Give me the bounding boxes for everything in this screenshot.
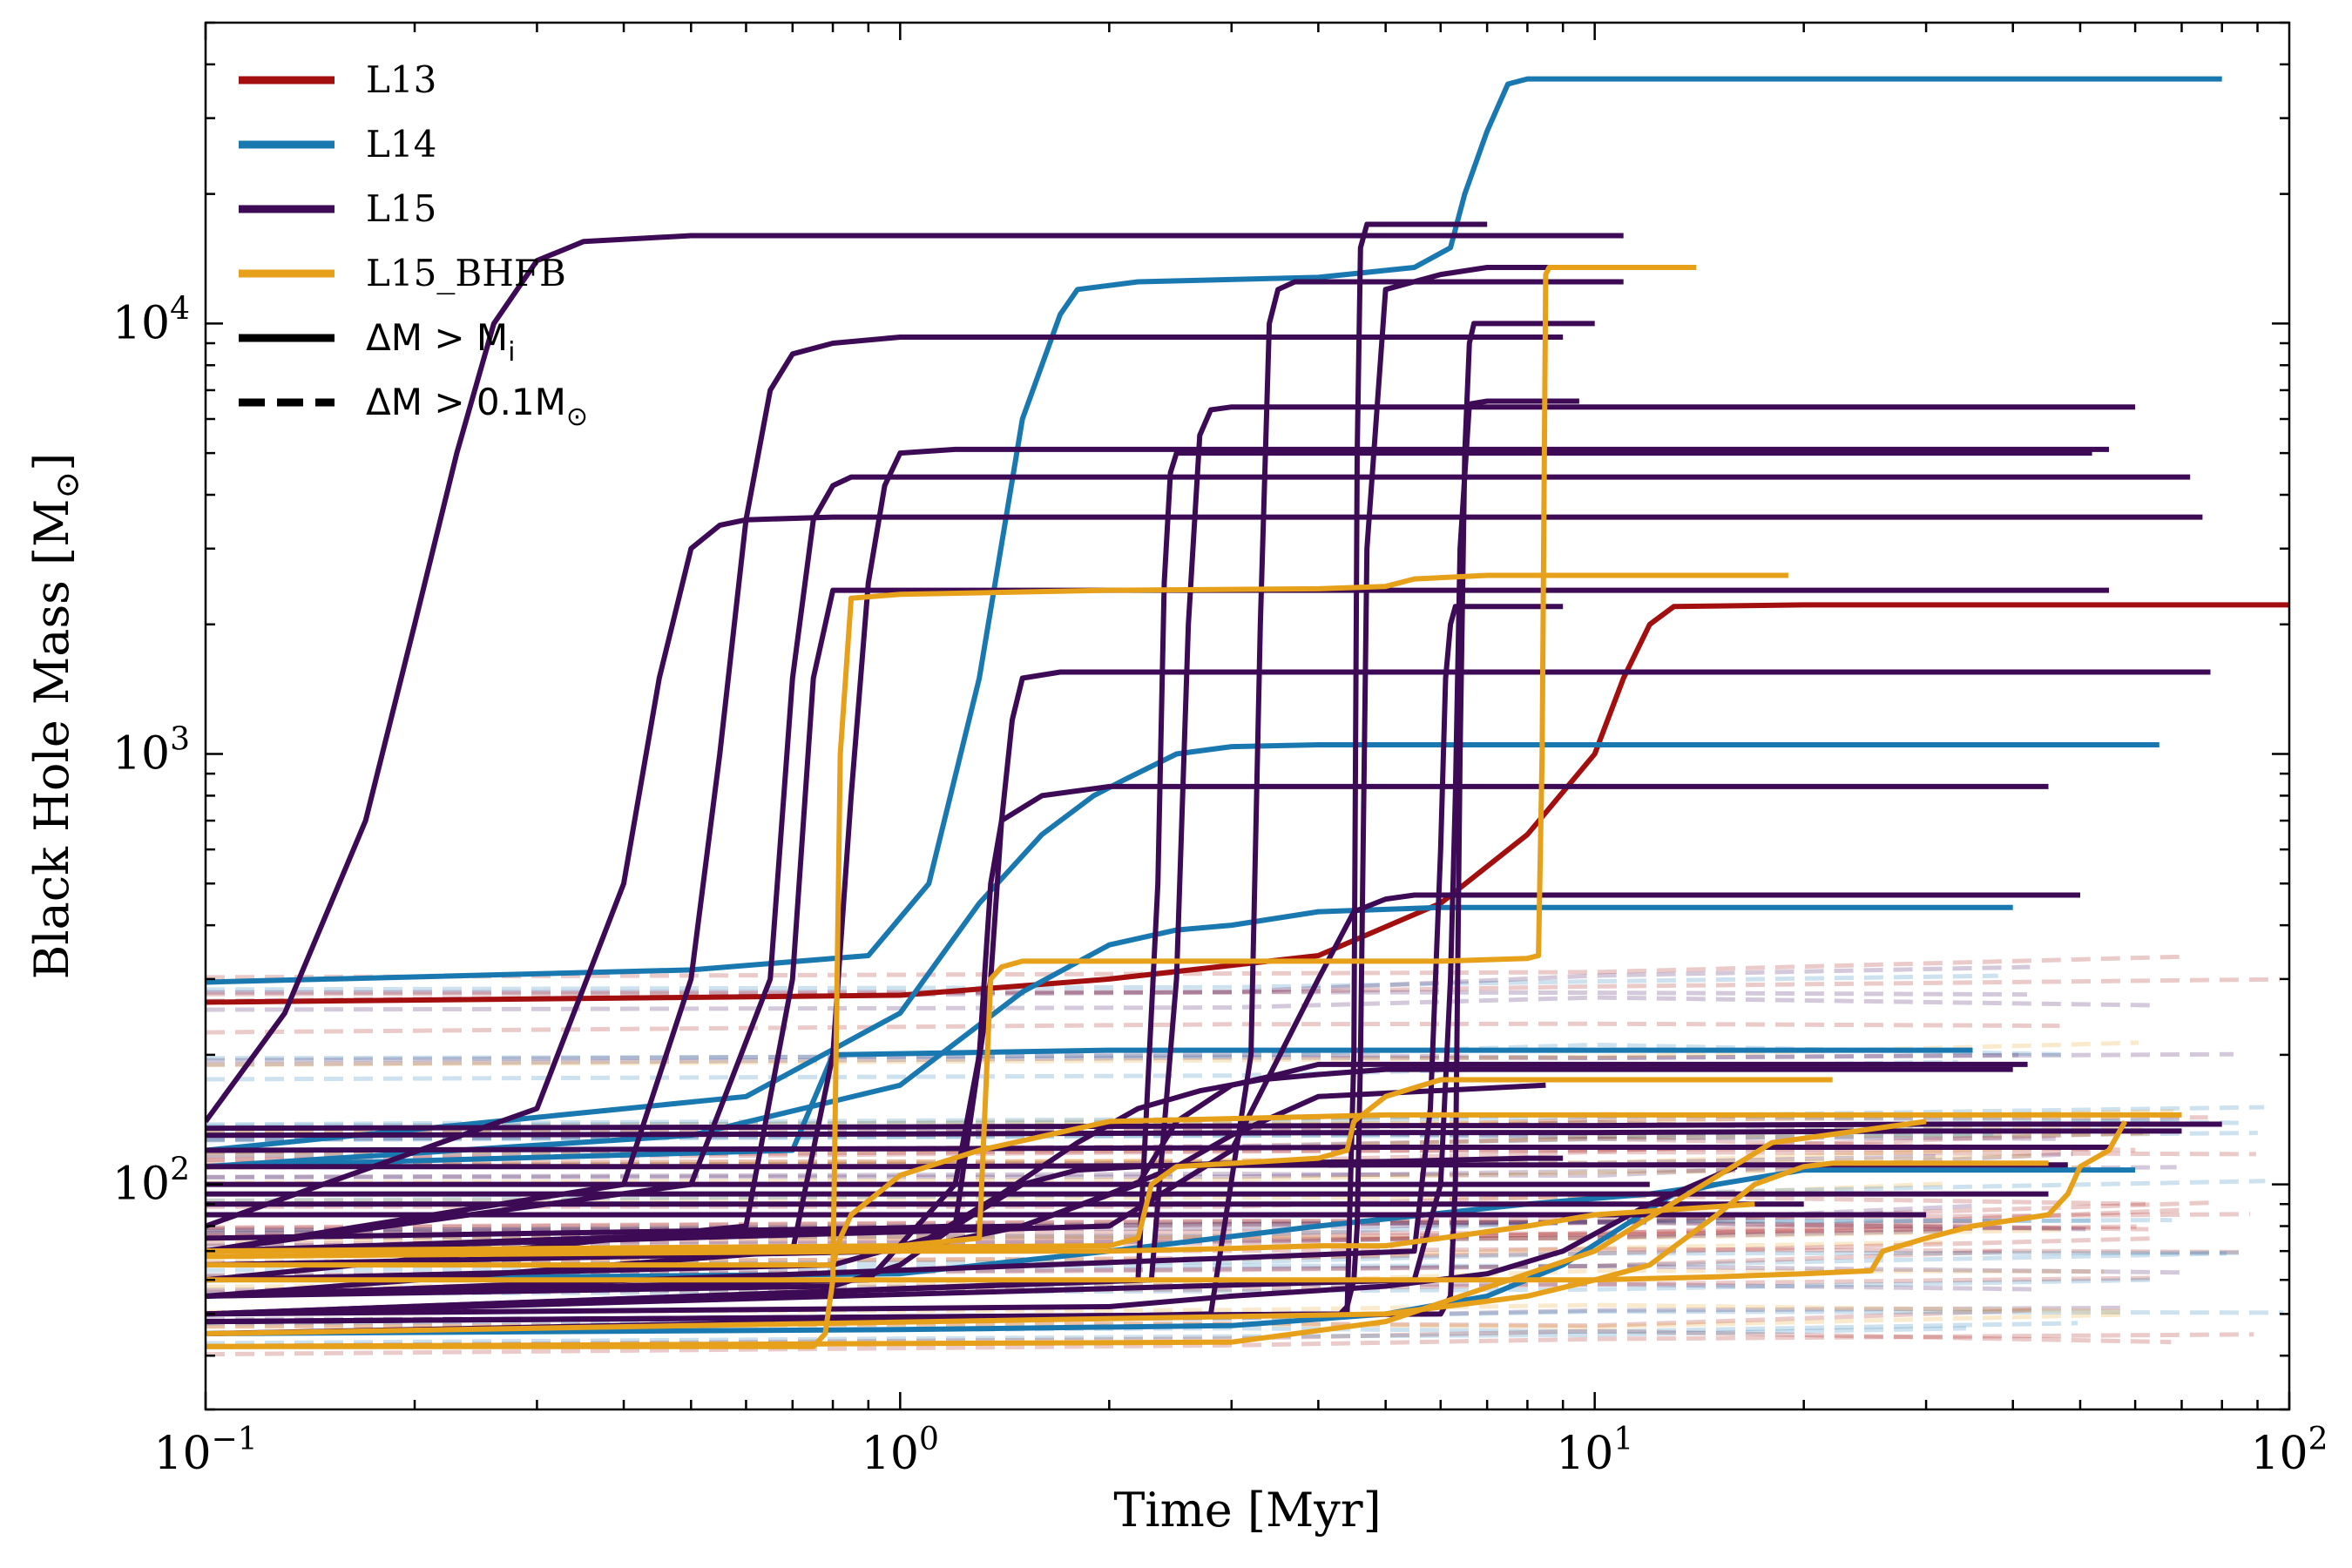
series-line-l15-31 xyxy=(206,1145,2109,1153)
dashed-track-l14 xyxy=(206,1179,2266,1203)
series-line-l15_bhfb-41 xyxy=(206,1201,1755,1260)
dashed-track-l14 xyxy=(206,1112,2247,1127)
x-tick-label: 100 xyxy=(862,1422,939,1480)
series-line-l15-29 xyxy=(206,1121,2222,1132)
series-line-l15_bhfb-38 xyxy=(206,265,1697,1254)
series-line-l15-11 xyxy=(206,446,2109,1299)
series-line-l15-30 xyxy=(206,1128,2182,1139)
dashed-track-l14 xyxy=(206,1277,2154,1296)
legend-label: L14 xyxy=(366,123,436,166)
series-line-l15-9 xyxy=(206,514,2203,1229)
legend: L13 L14 L15 L15_BHFB ΔM > Mi ΔM > 0.1M⊙ xyxy=(239,58,588,432)
series-line-l15_bhfb-43 xyxy=(206,1119,2128,1283)
dashed-track-l14 xyxy=(206,1105,2265,1128)
legend-entry: L13 xyxy=(239,58,436,101)
series-line-l15_bhfb-40 xyxy=(206,1077,1833,1254)
series-line-l15-27 xyxy=(206,1155,1564,1299)
dashed-track-l13 xyxy=(206,1332,2254,1357)
dashed-track-l15 xyxy=(206,995,2159,1012)
dashed-track-l13 xyxy=(206,1236,2159,1266)
dashed-track-l15_bhfb xyxy=(206,1240,1943,1263)
legend-entry: ΔM > Mi xyxy=(239,316,515,368)
dashed-track-l15 xyxy=(206,1263,2186,1278)
dashed-track-l15_bhfb xyxy=(206,1181,1950,1204)
dashed-track-l15_bhfb xyxy=(206,1144,2077,1168)
dashed-track-l13 xyxy=(206,977,2281,997)
legend-label: L15 xyxy=(366,187,436,230)
legend-label: L15_BHFB xyxy=(366,252,566,294)
plot-frame xyxy=(204,21,2291,1411)
y-tick-label: 103 xyxy=(112,722,190,781)
dashed-track-l15 xyxy=(206,1052,2019,1067)
series-line-l15-7 xyxy=(206,233,1624,1124)
dashed-track-l15 xyxy=(206,1152,2073,1179)
dashed-track-l13 xyxy=(206,1193,2146,1209)
dashed-track-l14 xyxy=(206,1326,1966,1346)
series-line-l15-10 xyxy=(206,474,2191,1254)
series-line-l15-32 xyxy=(206,1162,2068,1170)
dashed-track-l14 xyxy=(206,1116,2187,1142)
legend-label: ΔM > Mi xyxy=(366,316,515,368)
dashed-track-l15 xyxy=(206,1165,2177,1179)
dashed-track-l15 xyxy=(206,1051,2234,1063)
dashed-track-l14 xyxy=(206,1042,2072,1061)
series-line-l15_bhfb-37 xyxy=(206,572,1788,1349)
y-tick-label: 102 xyxy=(112,1152,190,1211)
series-line-l15-24 xyxy=(206,892,2080,1254)
series-line-l14-1 xyxy=(206,76,2222,985)
legend-entry: L15_BHFB xyxy=(239,252,566,294)
dashed-track-l15 xyxy=(206,964,2031,995)
legend-entry: L15 xyxy=(239,187,436,230)
y-axis-label: Black Hole Mass [M⊙] xyxy=(24,453,86,980)
dashed-track-l14 xyxy=(206,973,1998,992)
series-line-l15-17 xyxy=(206,279,1624,1336)
series-line-l15-19 xyxy=(206,265,1579,1325)
axis-tick-labels: 10−1 100 101 102 102 103 104 xyxy=(112,291,2328,1480)
y-axis-label-sun-symbol: ⊙ xyxy=(48,471,86,499)
dashed-track-l13 xyxy=(206,954,2187,980)
series-line-l15_bhfb-42 xyxy=(206,1160,2049,1336)
legend-entry: L14 xyxy=(239,123,436,166)
x-tick-label: 101 xyxy=(1556,1422,1633,1480)
legend-entry: ΔM > 0.1M⊙ xyxy=(239,381,588,432)
x-tick-label: 10−1 xyxy=(153,1422,257,1480)
series-line-l15_bhfb-44 xyxy=(206,1119,1927,1349)
dashed-track-l13 xyxy=(206,1220,1991,1247)
series-line-l15-20 xyxy=(206,321,1595,1325)
series-line-l15_bhfb-39 xyxy=(206,1112,2182,1268)
dashed-track-l15_bhfb xyxy=(206,1112,2119,1132)
legend-label: ΔM > 0.1M⊙ xyxy=(366,381,588,432)
x-tick-label: 102 xyxy=(2250,1422,2328,1480)
x-axis-label: Time [Myr] xyxy=(1113,1483,1381,1538)
series-line-l15-21 xyxy=(206,398,1579,1317)
dashed-track-l15 xyxy=(206,1228,1946,1248)
axis-ticks xyxy=(204,21,2291,1411)
series-line-l15-8 xyxy=(206,335,1564,1254)
legend-label: L13 xyxy=(366,58,436,101)
series-line-l15-15 xyxy=(206,404,2136,1317)
y-tick-label: 104 xyxy=(112,291,190,349)
dashed-track-l13 xyxy=(206,1149,2256,1165)
dashed-track-l13 xyxy=(206,1021,2060,1035)
dashed-track-l13 xyxy=(206,1212,2251,1231)
series-line-l13-0 xyxy=(206,602,2289,1005)
series-layer xyxy=(206,76,2289,1349)
